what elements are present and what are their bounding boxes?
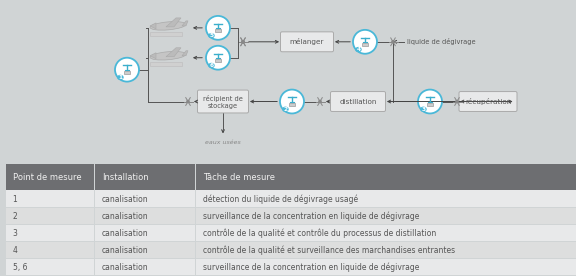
- Text: canalisation: canalisation: [102, 263, 149, 272]
- Ellipse shape: [355, 47, 362, 52]
- Bar: [95, 208, 195, 224]
- Bar: [196, 190, 576, 207]
- FancyBboxPatch shape: [281, 32, 334, 52]
- Text: récipient de
stockage: récipient de stockage: [203, 94, 243, 108]
- FancyBboxPatch shape: [289, 103, 295, 106]
- Text: contrôle de la qualité et contrôle du processus de distillation: contrôle de la qualité et contrôle du pr…: [203, 229, 436, 238]
- Circle shape: [187, 100, 189, 103]
- FancyBboxPatch shape: [459, 92, 517, 112]
- Bar: [6, 242, 94, 258]
- Ellipse shape: [208, 33, 215, 38]
- Bar: [196, 225, 576, 241]
- Bar: [150, 32, 182, 36]
- Ellipse shape: [150, 51, 186, 60]
- Polygon shape: [182, 21, 188, 26]
- Text: surveillance de la concentration en liquide de dégivrage: surveillance de la concentration en liqu…: [203, 211, 419, 221]
- FancyBboxPatch shape: [427, 103, 433, 106]
- Circle shape: [392, 41, 394, 43]
- Ellipse shape: [353, 30, 377, 54]
- Bar: [196, 208, 576, 224]
- Circle shape: [242, 41, 244, 43]
- Text: 6: 6: [209, 63, 214, 68]
- Text: contrôle de la qualité et surveillance des marchandises entrantes: contrôle de la qualité et surveillance d…: [203, 246, 455, 255]
- Bar: [95, 242, 195, 258]
- Text: surveillance de la concentration en liquide de dégivrage: surveillance de la concentration en liqu…: [203, 263, 419, 272]
- Text: Point de mesure: Point de mesure: [13, 173, 81, 182]
- FancyBboxPatch shape: [331, 92, 385, 112]
- Polygon shape: [182, 51, 188, 56]
- Bar: [6, 225, 94, 241]
- Text: 4: 4: [13, 246, 17, 255]
- Ellipse shape: [208, 63, 215, 68]
- Text: mélanger: mélanger: [290, 38, 324, 45]
- FancyBboxPatch shape: [198, 90, 248, 113]
- Text: 5: 5: [209, 33, 214, 38]
- Bar: [95, 259, 195, 275]
- Text: 1: 1: [118, 75, 123, 80]
- FancyBboxPatch shape: [124, 71, 130, 74]
- Text: 3: 3: [421, 107, 426, 112]
- Bar: [6, 208, 94, 224]
- Ellipse shape: [117, 75, 124, 80]
- Text: eaux usées: eaux usées: [205, 140, 241, 145]
- FancyBboxPatch shape: [215, 59, 221, 62]
- Ellipse shape: [115, 58, 139, 82]
- Circle shape: [456, 100, 458, 103]
- Ellipse shape: [420, 107, 427, 112]
- Text: récupération: récupération: [465, 98, 511, 105]
- Circle shape: [242, 41, 244, 43]
- Text: détection du liquide de dégivrage usagé: détection du liquide de dégivrage usagé: [203, 194, 358, 204]
- Text: canalisation: canalisation: [102, 229, 149, 238]
- Polygon shape: [150, 23, 156, 29]
- Polygon shape: [150, 53, 156, 59]
- Ellipse shape: [282, 107, 289, 112]
- Text: 2: 2: [13, 212, 17, 221]
- Text: 1: 1: [13, 195, 17, 203]
- Text: canalisation: canalisation: [102, 212, 149, 221]
- Polygon shape: [166, 48, 181, 57]
- Ellipse shape: [280, 90, 304, 113]
- Text: 2: 2: [283, 107, 287, 112]
- FancyBboxPatch shape: [215, 29, 221, 32]
- Bar: [6, 164, 94, 190]
- Bar: [6, 190, 94, 207]
- Bar: [6, 259, 94, 275]
- Text: liquide de dégivrage: liquide de dégivrage: [407, 38, 476, 45]
- Bar: [196, 259, 576, 275]
- Bar: [95, 164, 195, 190]
- FancyBboxPatch shape: [362, 43, 367, 46]
- Text: Tâche de mesure: Tâche de mesure: [203, 173, 275, 182]
- Bar: [95, 190, 195, 207]
- Text: canalisation: canalisation: [102, 246, 149, 255]
- Bar: [196, 164, 576, 190]
- Text: 3: 3: [13, 229, 17, 238]
- Bar: [196, 242, 576, 258]
- Circle shape: [319, 100, 321, 103]
- Text: canalisation: canalisation: [102, 195, 149, 203]
- Ellipse shape: [150, 22, 186, 30]
- Text: 4: 4: [357, 47, 361, 52]
- Text: 5, 6: 5, 6: [13, 263, 27, 272]
- Ellipse shape: [418, 90, 442, 113]
- Ellipse shape: [206, 16, 230, 40]
- Bar: [150, 62, 182, 66]
- Text: distillation: distillation: [339, 99, 377, 105]
- Text: Installation: Installation: [102, 173, 149, 182]
- Ellipse shape: [206, 46, 230, 70]
- Bar: [95, 225, 195, 241]
- Polygon shape: [166, 18, 181, 27]
